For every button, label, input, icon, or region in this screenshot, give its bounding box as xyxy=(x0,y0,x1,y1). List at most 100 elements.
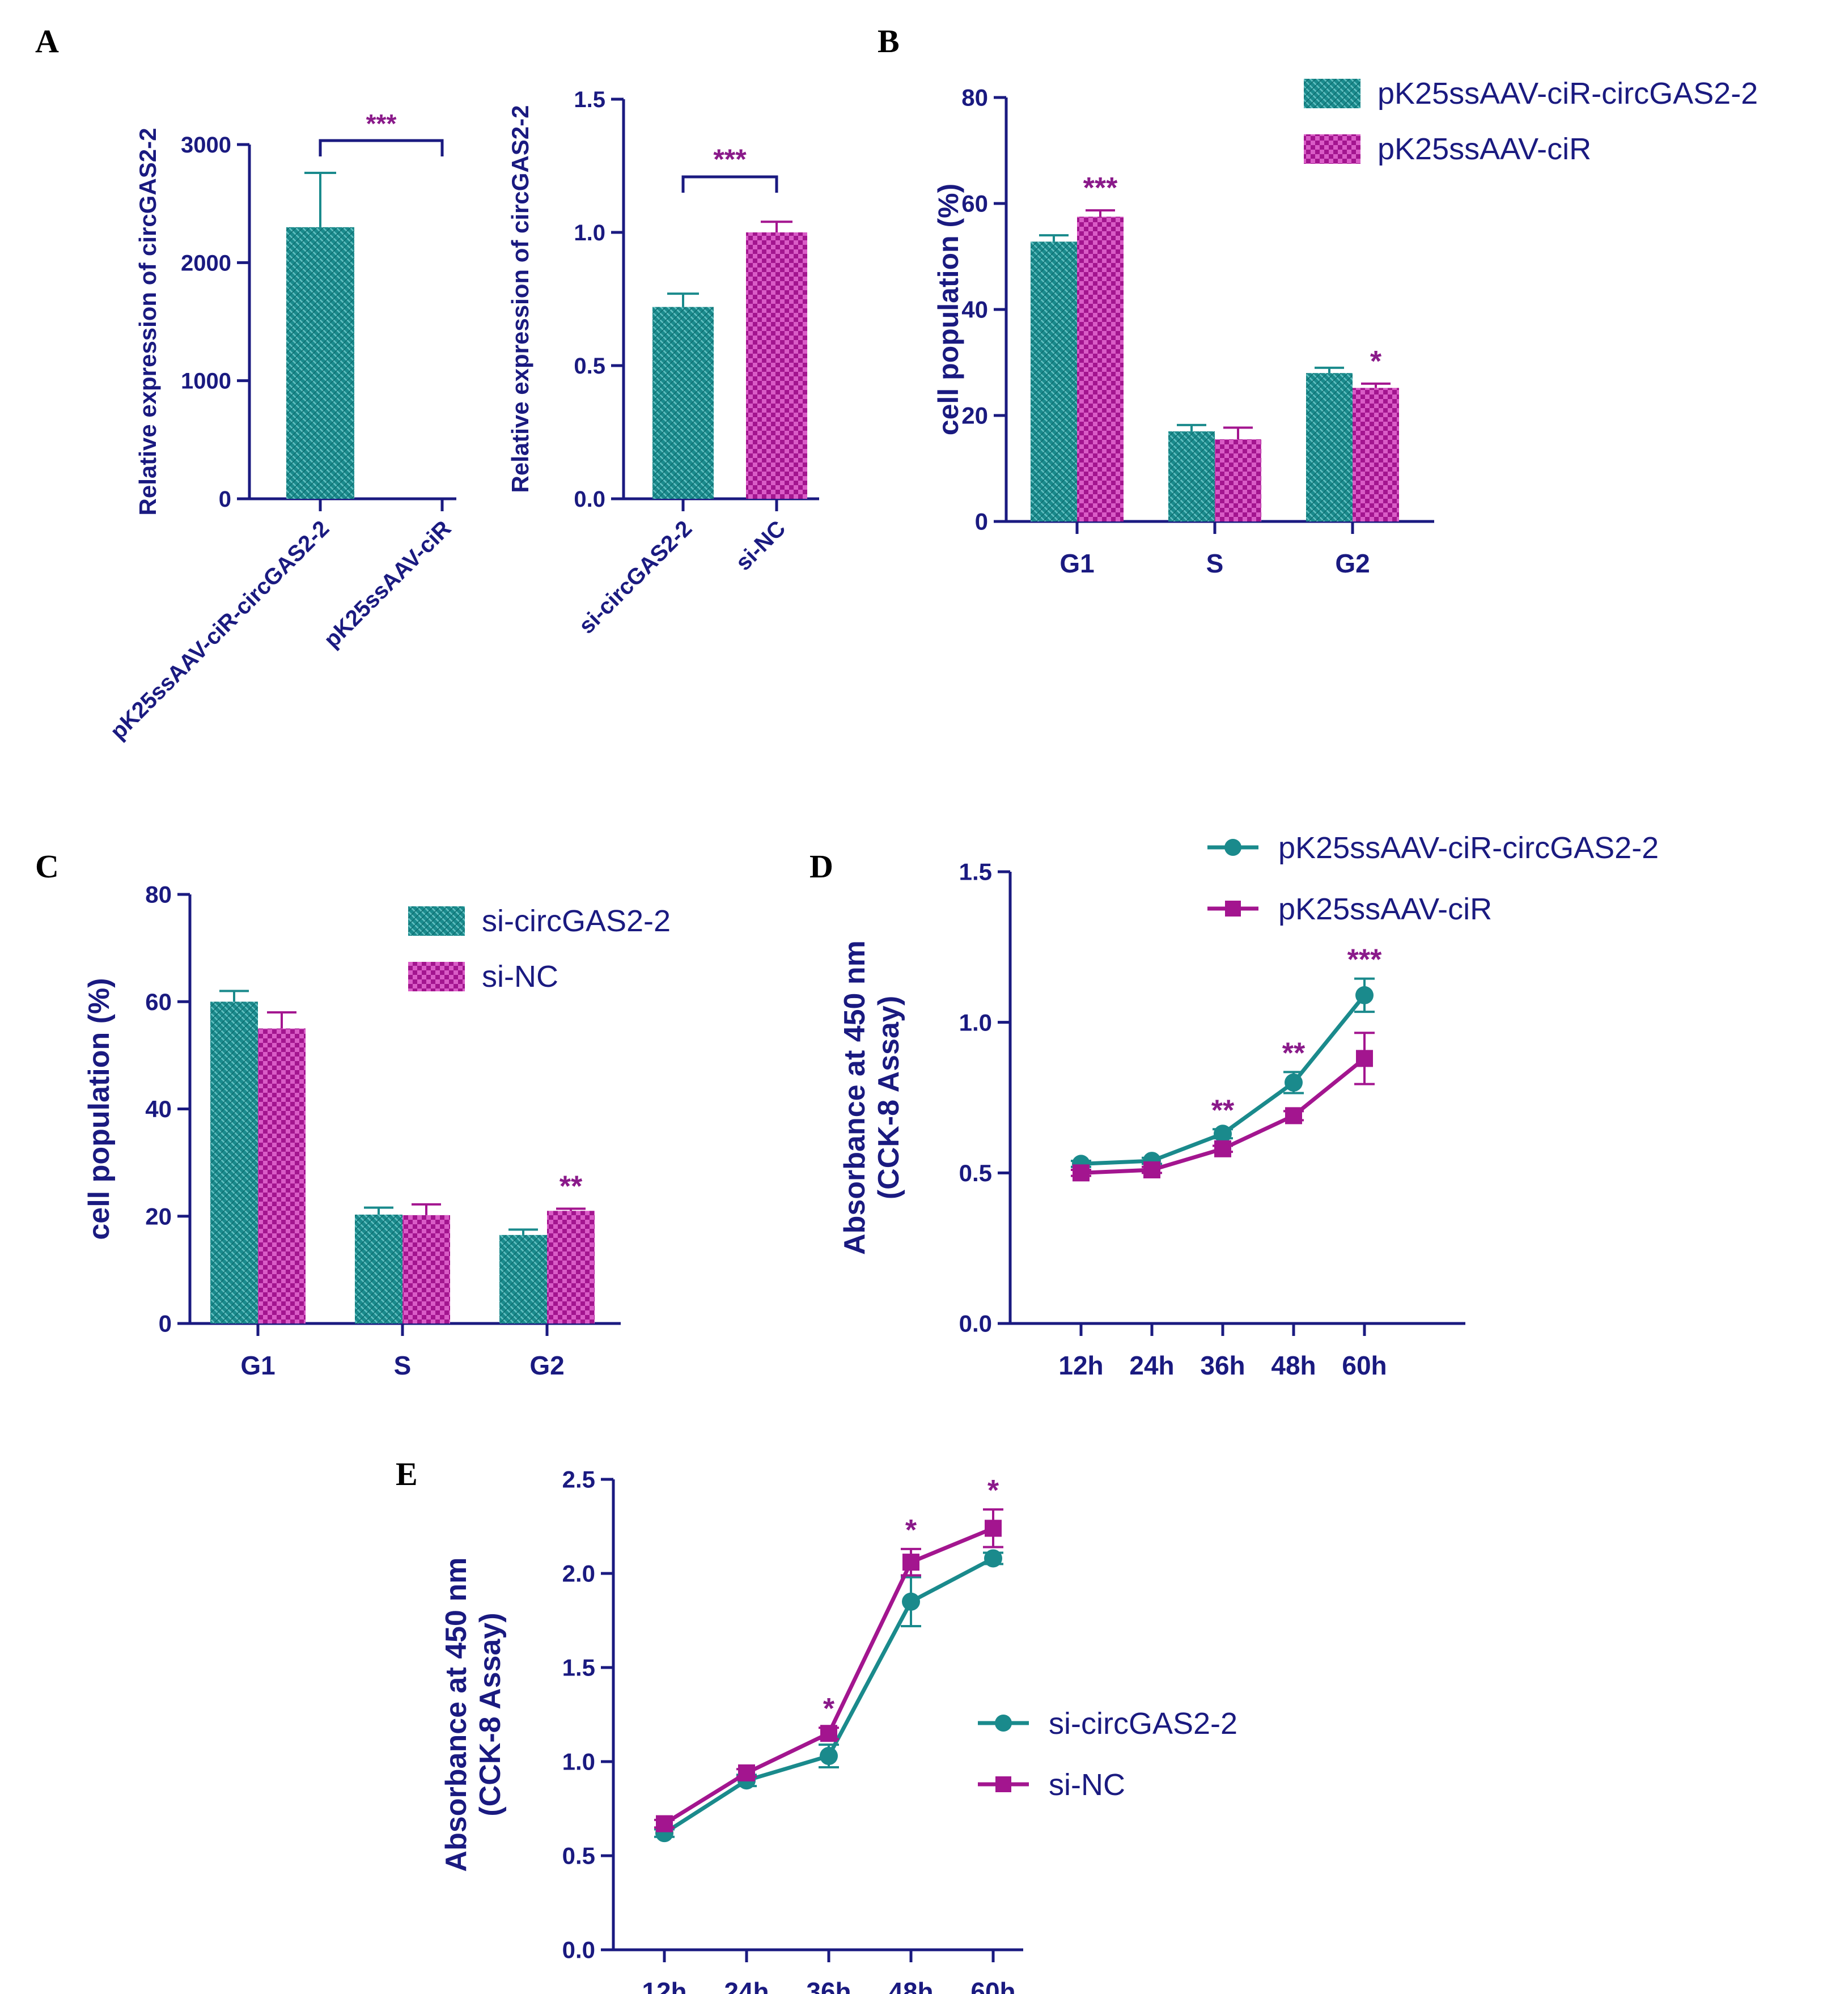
y-tick-label: 60 xyxy=(145,988,172,1015)
bar xyxy=(1215,439,1261,521)
y-tick-label: 1.0 xyxy=(959,1009,992,1036)
x-tick-label: 60h xyxy=(1342,1351,1387,1380)
significance-marker: *** xyxy=(1083,172,1118,205)
x-category-label: pK25ssAAV-ciR-circGAS2-2 xyxy=(105,516,334,744)
y-tick-label: 1000 xyxy=(181,369,231,394)
legend-swatch xyxy=(408,962,465,991)
y-tick-label: 3000 xyxy=(181,133,231,158)
y-tick-label: 0 xyxy=(219,487,231,512)
x-tick-label: 24h xyxy=(724,1977,769,1994)
x-tick-label: 48h xyxy=(1271,1351,1316,1380)
x-category-label: S xyxy=(394,1351,412,1380)
y-tick-label: 2000 xyxy=(181,251,231,275)
data-point xyxy=(1073,1164,1090,1182)
bar xyxy=(1306,373,1353,521)
significance-marker: ** xyxy=(1282,1037,1306,1070)
legend-marker xyxy=(1224,839,1241,856)
x-category-label: si-circGAS2-2 xyxy=(574,516,697,639)
y-axis-title: Relative expression of circGAS2-2 xyxy=(507,105,533,493)
data-point xyxy=(656,1815,673,1832)
legend-swatch xyxy=(408,906,465,936)
y-tick-label: 0.0 xyxy=(574,487,605,512)
data-point xyxy=(1214,1125,1232,1143)
y-tick-label: 1.5 xyxy=(959,859,992,885)
data-point xyxy=(1355,986,1374,1004)
x-category-label: S xyxy=(1206,549,1224,578)
y-tick-label: 0.5 xyxy=(562,1843,595,1869)
bar xyxy=(355,1214,402,1323)
data-point xyxy=(820,1747,838,1766)
y-tick-label: 1.0 xyxy=(574,220,605,245)
y-tick-label: 20 xyxy=(145,1203,172,1229)
chart-b-cell-cycle: 0 20 40 60 80 cell population (%) G1 *** S G2 * pK2… xyxy=(933,77,1758,578)
y-tick-label: 40 xyxy=(145,1096,172,1122)
y-tick-label: 0.5 xyxy=(959,1160,992,1186)
y-axis-title: cell population (%) xyxy=(83,978,116,1240)
bar xyxy=(499,1234,547,1323)
x-category-label: pK25ssAAV-ciR xyxy=(319,516,456,652)
y-tick-label: 0 xyxy=(159,1310,172,1337)
significance-marker: * xyxy=(987,1474,999,1507)
x-tick-label: 12h xyxy=(642,1977,686,1994)
x-category-label: G1 xyxy=(240,1351,275,1380)
significance-bracket xyxy=(319,139,444,156)
data-point xyxy=(1214,1140,1231,1157)
y-axis-title: cell population (%) xyxy=(933,184,964,435)
y-tick-label: 20 xyxy=(961,402,988,429)
legend-marker xyxy=(995,1776,1011,1792)
y-axis-title: Absorbance at 450 nm xyxy=(440,1558,473,1872)
bar xyxy=(652,307,714,499)
bar xyxy=(286,227,354,499)
legend-label: si-circGAS2-2 xyxy=(482,904,671,938)
y-tick-label: 1.0 xyxy=(562,1749,595,1775)
data-point xyxy=(738,1764,755,1781)
data-point xyxy=(1285,1107,1302,1125)
panel-label-e: E xyxy=(396,1456,418,1492)
y-axis-title: Relative expression of circGAS2-2 xyxy=(134,128,161,516)
significance-marker: * xyxy=(823,1692,835,1725)
legend-label: pK25ssAAV-ciR xyxy=(1377,132,1591,166)
x-tick-label: 48h xyxy=(888,1977,933,1994)
bar xyxy=(746,232,807,499)
significance-bracket xyxy=(681,175,778,193)
y-tick-label: 1.5 xyxy=(562,1654,595,1681)
legend-label: pK25ssAAV-ciR xyxy=(1278,892,1492,926)
data-point xyxy=(902,1592,920,1611)
bar xyxy=(210,1002,258,1323)
bar xyxy=(1353,388,1399,521)
legend-label: pK25ssAAV-ciR-circGAS2-2 xyxy=(1377,77,1758,111)
legend-swatch xyxy=(1304,134,1360,164)
significance-marker: *** xyxy=(1347,944,1382,977)
x-tick-label: 36h xyxy=(1200,1351,1245,1380)
data-point xyxy=(984,1549,1002,1568)
legend-label: si-NC xyxy=(482,960,558,994)
legend-marker xyxy=(995,1715,1012,1732)
chart-c-cell-cycle: 0 20 40 60 80 cell population (%) G1 S G2 ** si-ci… xyxy=(83,881,671,1380)
x-tick-label: 24h xyxy=(1129,1351,1174,1380)
panel-label-c: C xyxy=(35,848,59,885)
chart-e-cck8: 0.0 0.5 1.0 1.5 2.0 2.5 Absorbance at 450 nm (C… xyxy=(440,1466,1237,1994)
data-point xyxy=(1356,1050,1373,1067)
x-category-label: G1 xyxy=(1059,549,1094,578)
y-tick-label: 80 xyxy=(961,84,988,111)
y-tick-label: 0.0 xyxy=(562,1937,595,1963)
y-tick-label: 60 xyxy=(961,190,988,217)
x-tick-label: 12h xyxy=(1058,1351,1103,1380)
chart-a2-knockdown: 0.0 0.5 1.0 1.5 Relative expression of circG… xyxy=(507,87,819,639)
x-category-label: G2 xyxy=(529,1351,564,1380)
significance-marker: * xyxy=(1370,345,1382,378)
x-category-label: si-NC xyxy=(731,516,790,575)
data-point xyxy=(820,1725,837,1742)
legend-label: si-circGAS2-2 xyxy=(1049,1707,1237,1741)
y-tick-label: 2.0 xyxy=(562,1560,595,1587)
legend-marker xyxy=(1225,901,1241,917)
significance-marker: ** xyxy=(560,1170,583,1203)
y-axis-title: Absorbance at 450 nm xyxy=(838,940,871,1255)
data-point xyxy=(902,1554,919,1571)
panel-label-d: D xyxy=(809,848,833,885)
x-tick-label: 60h xyxy=(970,1977,1015,1994)
chart-d-cck8: 0.0 0.5 1.0 1.5 Absorbance at 450 nm (CCK-8 A… xyxy=(838,831,1659,1380)
significance-marker: *** xyxy=(713,143,747,175)
bar xyxy=(258,1028,306,1323)
